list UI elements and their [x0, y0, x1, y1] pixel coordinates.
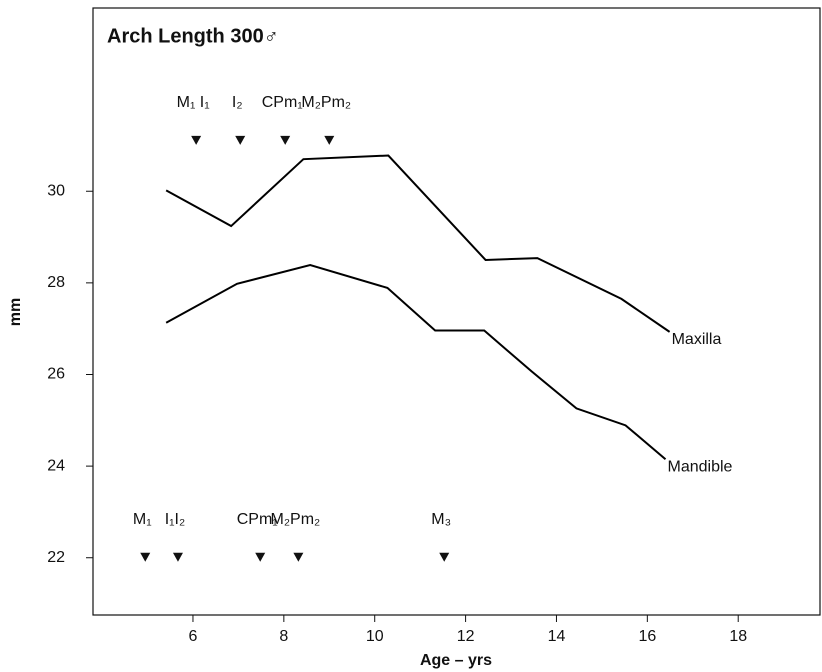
y-axis-label: mm: [7, 298, 24, 326]
x-tick-label: 16: [638, 628, 656, 645]
series-line: [165, 154, 671, 333]
series-label: Mandible: [668, 458, 733, 475]
event-marker: [235, 135, 246, 145]
x-axis-label: Age – yrs: [420, 652, 492, 669]
x-tick-label: 10: [366, 628, 384, 645]
event-marker: [293, 552, 304, 562]
x-tick-label: 18: [729, 628, 747, 645]
y-tick-label: 26: [47, 366, 65, 383]
event-marker: [439, 552, 450, 562]
event-label: M₂Pm₂: [271, 511, 321, 528]
event-marker: [172, 552, 183, 562]
event-label: I₁I₂: [165, 511, 186, 528]
event-marker: [191, 135, 202, 145]
x-tick-label: 8: [279, 628, 288, 645]
series-label: Maxilla: [672, 331, 722, 348]
y-tick-label: 24: [47, 457, 65, 474]
event-label: M₁: [133, 511, 152, 528]
series-line: [165, 263, 667, 461]
event-marker: [140, 552, 151, 562]
event-label: M₂Pm₂: [301, 94, 351, 111]
event-label: CPm₁: [262, 94, 303, 111]
y-tick-label: 30: [47, 182, 65, 199]
event-marker: [255, 552, 266, 562]
event-label: M₁ I₁: [177, 94, 210, 111]
event-label: I₂: [232, 94, 243, 111]
x-tick-label: 12: [457, 628, 475, 645]
event-label: CPm₁: [237, 511, 278, 528]
y-tick-label: 28: [47, 274, 65, 291]
chart-title: Arch Length 300♂: [107, 25, 279, 47]
event-marker: [280, 135, 291, 145]
event-label: M₃: [431, 511, 451, 528]
event-marker: [324, 135, 335, 145]
x-tick-label: 14: [548, 628, 566, 645]
plot-frame: [92, 7, 821, 616]
x-tick-label: 6: [189, 628, 198, 645]
y-tick-label: 22: [47, 549, 65, 566]
